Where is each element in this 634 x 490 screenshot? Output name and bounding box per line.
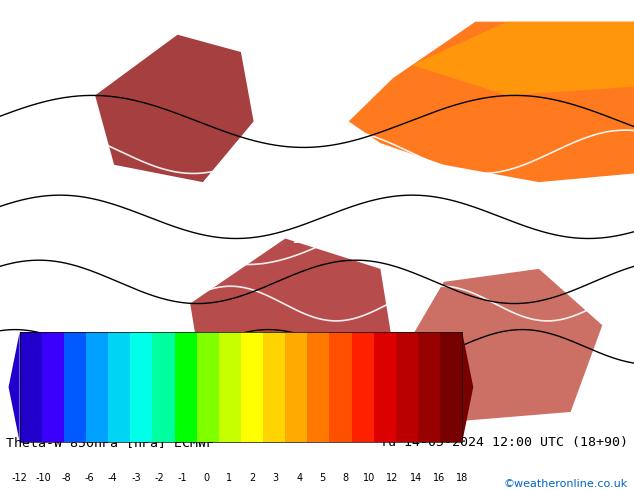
Text: -8: -8 (61, 473, 71, 483)
Text: 8: 8 (343, 473, 349, 483)
Bar (285, 332, 307, 442)
Bar (396, 332, 418, 442)
Text: Tu 14-05-2024 12:00 UTC (18+90): Tu 14-05-2024 12:00 UTC (18+90) (380, 437, 628, 449)
Text: 14: 14 (410, 473, 422, 483)
Text: -1: -1 (178, 473, 188, 483)
Polygon shape (380, 269, 602, 425)
Bar (42, 332, 64, 442)
Text: 1011: 1011 (25, 244, 49, 253)
Polygon shape (462, 332, 474, 442)
Text: -6: -6 (85, 473, 94, 483)
Text: 0: 0 (203, 473, 209, 483)
Text: 1013: 1013 (279, 204, 302, 215)
Text: Theta-W 850hPa [hPa] ECMWF: Theta-W 850hPa [hPa] ECMWF (6, 437, 214, 449)
Bar (263, 332, 285, 442)
Text: 1010: 1010 (292, 235, 315, 245)
Text: -12: -12 (11, 473, 27, 483)
Text: 4: 4 (296, 473, 302, 483)
Bar (330, 332, 352, 442)
Text: 16: 16 (433, 473, 445, 483)
Text: -2: -2 (155, 473, 164, 483)
Polygon shape (349, 22, 634, 182)
Text: 1010: 1010 (70, 326, 93, 336)
Bar (152, 332, 174, 442)
Text: 1013: 1013 (374, 235, 398, 245)
Polygon shape (412, 22, 634, 96)
Bar (307, 332, 330, 442)
Text: 2: 2 (249, 473, 256, 483)
Bar (130, 332, 152, 442)
Bar (197, 332, 219, 442)
Bar (352, 332, 373, 442)
Text: 1013: 1013 (184, 192, 207, 201)
Text: -3: -3 (131, 473, 141, 483)
Text: 3: 3 (273, 473, 279, 483)
Bar (241, 332, 263, 442)
Polygon shape (95, 35, 254, 182)
Text: 1: 1 (226, 473, 232, 483)
Text: ©weatheronline.co.uk: ©weatheronline.co.uk (503, 479, 628, 489)
Polygon shape (190, 239, 393, 399)
Bar (219, 332, 241, 442)
Polygon shape (8, 332, 20, 442)
Bar (418, 332, 440, 442)
Text: 12: 12 (386, 473, 399, 483)
Bar (86, 332, 108, 442)
Text: -10: -10 (35, 473, 51, 483)
Text: 1015: 1015 (374, 183, 398, 193)
Bar (20, 332, 42, 442)
Text: 18: 18 (456, 473, 469, 483)
Text: 10: 10 (363, 473, 375, 483)
Bar (174, 332, 197, 442)
Text: 1015: 1015 (235, 369, 258, 379)
Text: -4: -4 (108, 473, 118, 483)
Bar (440, 332, 462, 442)
Text: -18: -18 (38, 265, 56, 275)
Bar (108, 332, 130, 442)
Bar (373, 332, 396, 442)
Bar (64, 332, 86, 442)
Text: 5: 5 (320, 473, 326, 483)
